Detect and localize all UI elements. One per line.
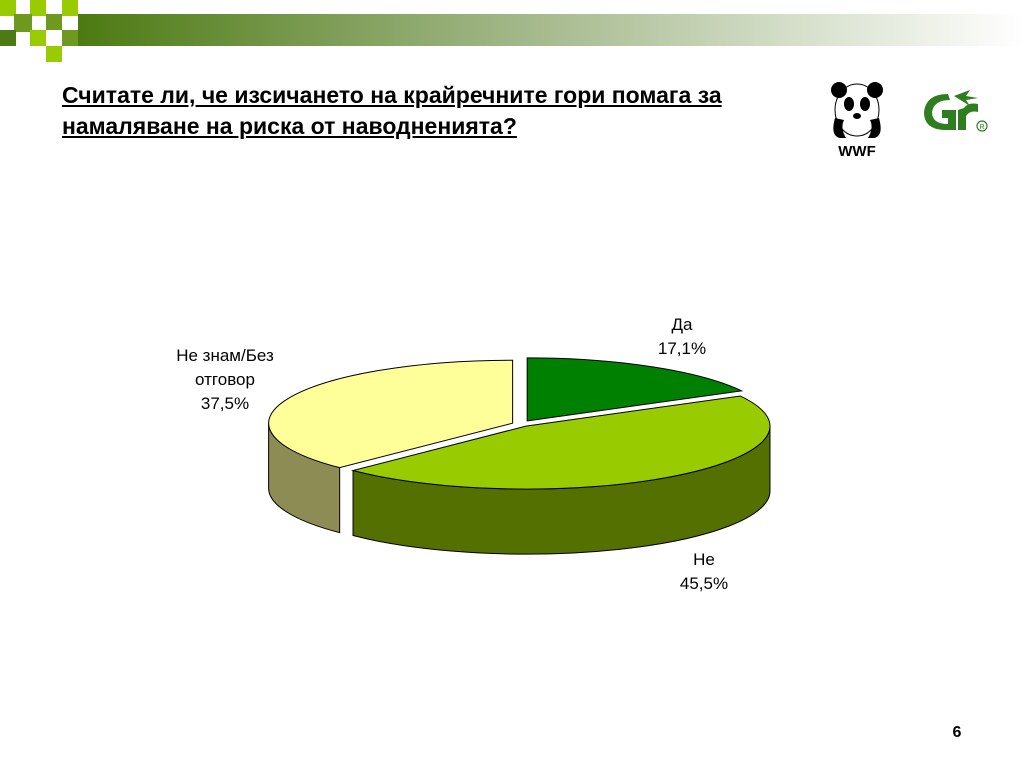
slice-label-dont-know-value: 37,5% bbox=[200, 394, 250, 413]
slice-label-dont-know: Не знам/Без отговор 37,5% bbox=[150, 344, 300, 416]
slice-label-no: Не 45,5% bbox=[652, 548, 756, 596]
slice-label-yes-name: Да bbox=[671, 315, 693, 334]
decorative-top-bar bbox=[0, 0, 1024, 62]
wwf-logo-text: WWF bbox=[838, 143, 875, 158]
wwf-panda-logo: WWF bbox=[831, 82, 883, 158]
pie-slice-dont-know bbox=[268, 359, 514, 469]
pie-slice-yes bbox=[526, 357, 744, 422]
svg-text:R: R bbox=[979, 124, 984, 131]
green-organization-logo: R bbox=[924, 90, 988, 132]
slide-number: 6 bbox=[952, 724, 962, 741]
slice-label-yes: Да 17,1% bbox=[630, 313, 734, 361]
slice-label-dont-know-name: Не знам/Без отговор bbox=[176, 346, 274, 389]
slide-title: Считате ли, че изсичането на крайречните… bbox=[62, 82, 722, 139]
pie-slice-no bbox=[352, 395, 771, 490]
slice-label-yes-value: 17,1% bbox=[657, 339, 707, 358]
slice-label-no-value: 45,5% bbox=[679, 574, 729, 593]
slice-label-no-name: Не bbox=[693, 550, 715, 569]
